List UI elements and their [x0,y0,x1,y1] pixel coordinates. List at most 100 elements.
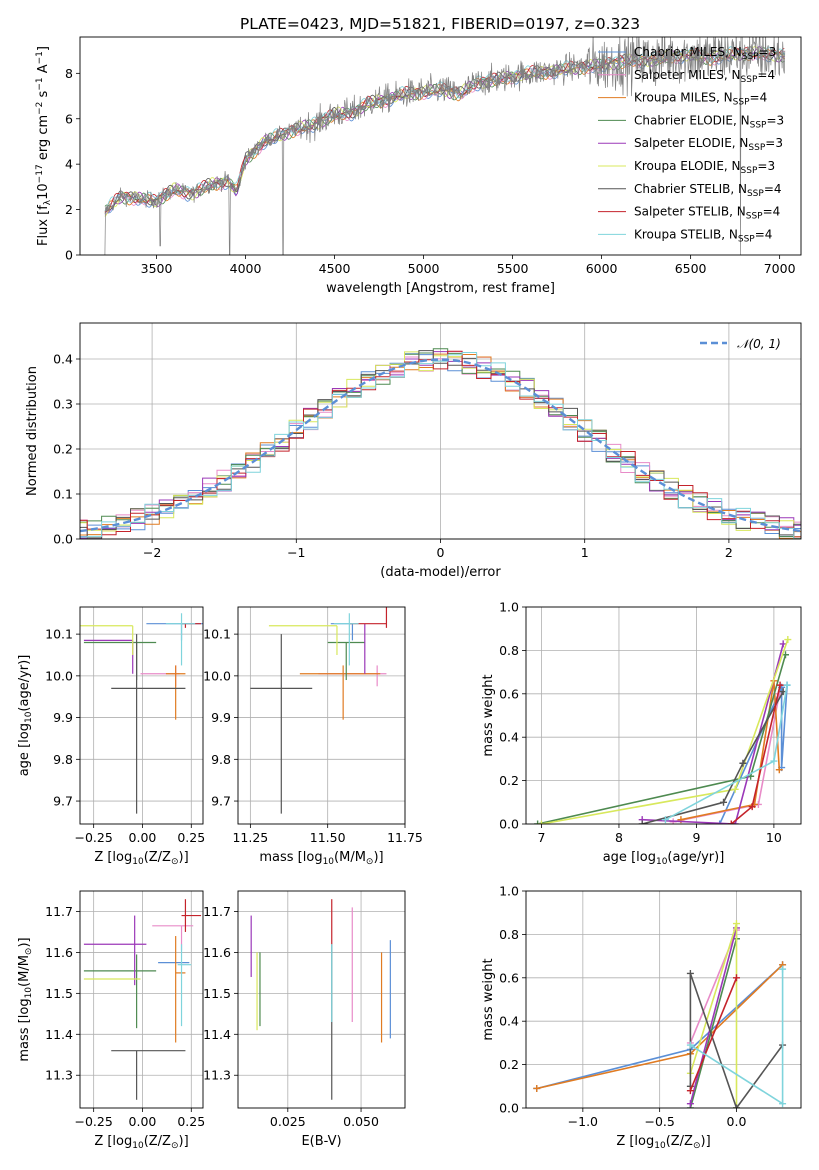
mass-vs-Z-xtick-label: −0.25 [75,1114,113,1129]
age-vs-mass-ytick-label: 9.9 [211,710,231,725]
residuals-ytick-label: 0.4 [53,352,73,367]
spectrum-legend-entry-part: Chabrier STELIB, N [634,182,747,196]
age-vs-Z-xlabel-part: ⊙ [171,857,179,867]
weight-vs-age-series-marker [783,681,791,689]
weight-vs-Z-xtick-label: 0.0 [727,1114,747,1129]
age-vs-Z-xlabel-part: Z [log [94,850,132,865]
panel-spectrum: 3500 4000 4500 5000 5500 6000 6500 7000 0 2 4 6 8 wav… [35,36,802,296]
mass-vs-Z-xtick-label: 0.00 [129,1114,157,1129]
weight-vs-Z-series-marker [732,1104,740,1108]
weight-vs-age-series-line [642,643,784,824]
age-vs-mass-ytick-label: 9.7 [211,794,231,809]
weight-vs-age-xtick-label: 8 [615,830,623,845]
weight-vs-Z-xlabel-part: ⊙ [693,1141,701,1151]
spectrum-legend-entry-part: SSP [746,212,763,222]
weight-vs-Z-series-marker [686,969,694,977]
spectrum-legend-entry-part: Chabrier MILES, N [634,45,742,59]
weight-vs-Z-xlabel: Z [log10(Z/Z⊙)] [616,1134,710,1151]
spectrum-data-line [104,37,786,255]
spectrum-legend-entry-part: Kroupa MILES, N [634,91,733,105]
spectrum-ytick-label: 0 [65,248,73,263]
panel-weight-vs-Z: −1.0 −0.5 0.0 0.0 0.2 0.4 0.6 0.8 1.0 Z [log10(Z/… [481,884,802,1151]
weight-vs-age-frame [525,606,802,825]
spectrum-ylabel-part: −17 [35,164,45,183]
mass-vs-ebv-frame [237,890,406,1109]
age-vs-mass-xlabel-part: mass [log [259,850,322,865]
spectrum-ylabel-part: erg cm [36,115,51,164]
weight-vs-Z-ytick-label: 0.4 [499,1014,519,1029]
spectrum-legend-entry-part: =4 [763,205,781,219]
mass-vs-Z-ytick-label: 11.6 [45,945,73,960]
weight-vs-age-ytick-label: 0.0 [499,817,519,832]
age-vs-Z-ytick-label: 9.7 [53,794,73,809]
residuals-xtick-label: 0 [437,545,445,560]
residuals-xtick-label: −1 [287,545,305,560]
weight-vs-Z-xlabel-part: )] [701,1134,711,1149]
weight-vs-Z-ylabel: mass weight [481,958,496,1040]
mass-vs-Z-ylabel-part: ⊙ [24,948,34,956]
panel-mass-vs-ebv: 0.025 0.050 11.3 11.4 11.5 11.6 11.7 E(B-V) [203,890,406,1149]
spectrum-xtick-label: 4000 [230,261,262,276]
weight-vs-age-ytick-label: 0.8 [499,643,519,658]
spectrum-legend-entry-part: =4 [750,91,768,105]
weight-vs-age-xtick-label: 10 [766,830,782,845]
residual-histogram [80,353,801,539]
weight-vs-Z-xtick-label: −1.0 [568,1114,598,1129]
spectrum-legend-entry-part: =4 [755,227,773,241]
weight-vs-age-series-marker [537,820,545,824]
mass-vs-ebv-xtick-label: 0.050 [343,1114,379,1129]
spectrum-legend-entry-part: SSP [747,189,764,199]
weight-vs-age-plot-area [534,636,792,824]
spectrum-legend-entry-part: Salpeter MILES, N [634,68,741,82]
spectrum-legend-entry-part: =3 [766,113,784,127]
spectrum-xtick-label: 6500 [675,261,707,276]
weight-vs-age-series-line [680,680,781,821]
weight-vs-age-series-marker [661,816,669,824]
spectrum-legend-entry-part: Kroupa ELODIE, N [634,159,741,173]
spectrum-legend-entry-part: =4 [757,68,775,82]
age-vs-Z-frame [79,606,204,825]
mass-vs-ebv-ytick-label: 11.6 [203,945,231,960]
age-vs-Z-xlabel: Z [log10(Z/Z⊙)] [94,850,188,867]
spectrum-legend-entry-part: =3 [757,159,775,173]
weight-vs-age-series-marker [739,759,747,767]
spectrum-legend-entry-part: =3 [759,45,777,59]
age-vs-mass-xlabel-part: )] [373,850,383,865]
weight-vs-Z-xlabel-part: (Z/Z [666,1134,693,1149]
mass-vs-Z-xlabel-part: ⊙ [171,1141,179,1151]
weight-vs-age-xlabel-part: age [log [603,850,656,865]
mass-vs-Z-ylabel-part: (M/M [17,955,32,987]
weight-vs-age-grid [526,606,801,825]
residuals-xtick-label: −2 [143,545,161,560]
residuals-ytick-label: 0.1 [53,487,73,502]
spectrum-ylabel-part: 10 [36,183,51,200]
mass-vs-Z-ytick-label: 11.7 [45,904,73,919]
mass-vs-Z-xtick-label: 0.25 [177,1114,205,1129]
spectrum-legend-entry: Kroupa MILES, NSSP=4 [634,91,767,108]
spectrum-ylabel-part: −2 [35,102,45,115]
spectrum-legend-entry: Salpeter ELODIE, NSSP=3 [634,136,783,153]
spectrum-legend-entry: Chabrier MILES, NSSP=3 [634,45,776,62]
age-vs-mass-grid [238,607,406,824]
weight-vs-age-series-marker [784,636,792,644]
weight-vs-age-ytick-label: 0.2 [499,773,519,788]
weight-vs-age-ytick-label: 0.6 [499,686,519,701]
weight-vs-age-series-marker [638,820,646,824]
mass-vs-Z-xlabel-part: Z [log [94,1134,132,1149]
weight-vs-Z-series-line [689,977,738,1091]
spectrum-ylabel-part: A [36,64,51,77]
mass-vs-ebv-ytick-label: 11.3 [203,1068,231,1083]
age-vs-mass-xtick-label: 11.25 [232,830,268,845]
spectrum-ylabel-part: ] [36,46,51,51]
weight-vs-age-series-marker [776,681,784,689]
spectrum-legend-entry-part: SSP [741,75,758,85]
weight-vs-age-series-marker [731,785,739,793]
spectrum-ylabel-part: s [36,90,51,101]
residuals-ytick-label: 0.2 [53,442,73,457]
residuals-ylabel: Normed distribution [25,366,40,496]
age-vs-Z-xlabel-part: (Z/Z [144,850,171,865]
mass-vs-Z-xlabel-part: )] [179,1134,189,1149]
spectrum-legend-entry: Salpeter MILES, NSSP=4 [634,68,775,85]
spectrum-ylabel-part: −1 [35,77,45,90]
spectrum-legend-entry: Chabrier ELODIE, NSSP=3 [634,113,784,130]
